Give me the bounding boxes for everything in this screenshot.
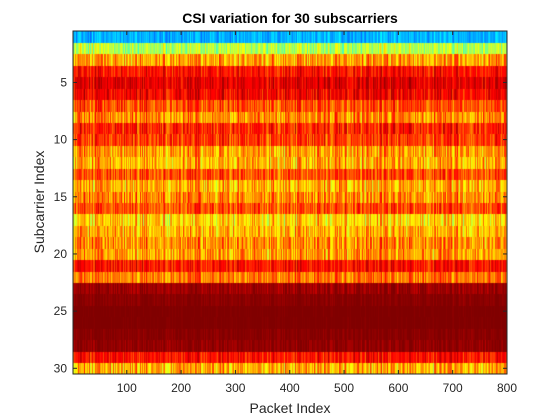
heatmap-image (73, 31, 507, 374)
plot-frame (72, 30, 508, 375)
chart-title: CSI variation for 30 subscarriers (182, 10, 398, 26)
y-tick-label: 10 (54, 133, 68, 147)
x-tick-label: 600 (388, 381, 408, 395)
y-tick-label: 20 (54, 247, 68, 261)
y-tick-label: 5 (60, 75, 67, 89)
x-tick-label: 300 (225, 381, 245, 395)
x-tick-label: 100 (117, 381, 137, 395)
x-tick-label: 800 (497, 381, 517, 395)
x-tick-label: 400 (280, 381, 300, 395)
x-tick-label: 200 (171, 381, 191, 395)
x-tick-label: 500 (334, 381, 354, 395)
y-axis-label: Subcarrier Index (31, 151, 47, 254)
x-tick-label: 700 (443, 381, 463, 395)
y-tick-label: 15 (54, 190, 68, 204)
x-axis-label: Packet Index (250, 400, 331, 416)
x-axis: 100 200 300 400 500 600 700 800 (117, 31, 517, 395)
y-tick-label: 25 (54, 304, 68, 318)
y-axis: 5 10 15 20 25 30 (54, 75, 507, 375)
y-tick-label: 30 (54, 361, 68, 375)
